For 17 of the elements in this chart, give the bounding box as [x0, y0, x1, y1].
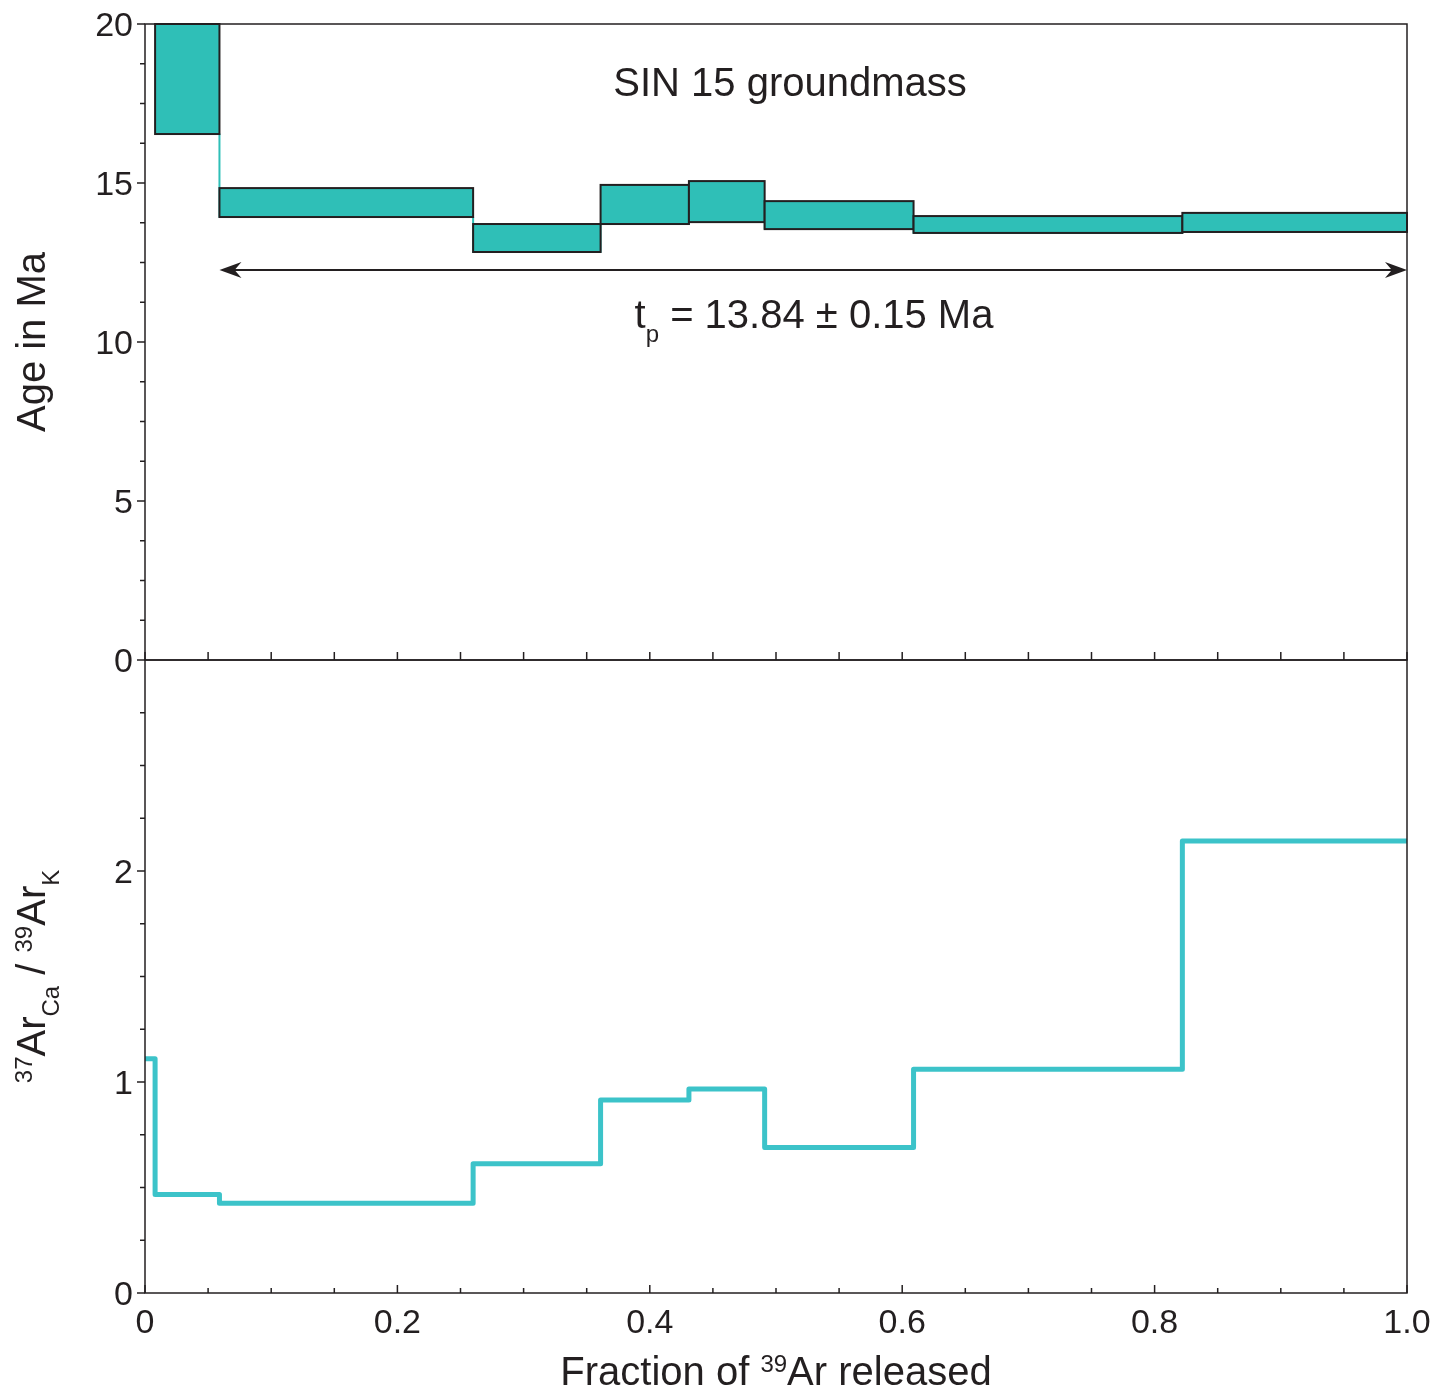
x-axis-title: Fraction of $^{39}$Ar released	[560, 1349, 992, 1393]
y-axis-title: Age in Ma	[9, 251, 53, 433]
x-tick-label: 1.0	[1383, 1302, 1431, 1340]
y-tick-label: 2	[114, 851, 133, 890]
y-tick-label: 10	[95, 322, 133, 361]
y-tick-label: 20	[95, 4, 133, 43]
x-tick-label: 0.8	[1130, 1302, 1179, 1340]
y-tick-label: 15	[95, 163, 133, 202]
x-tick-label: 0.2	[373, 1302, 422, 1340]
y-tick-label: 1	[114, 1062, 133, 1101]
y-tick-label: 5	[114, 481, 133, 520]
annotation: t$_{p}$ = 13.84 ± 0.15 Ma	[634, 292, 995, 347]
text: SIN 15 groundmass	[613, 60, 967, 104]
x-tick-label: 0.6	[878, 1302, 926, 1340]
x-tick-label: 0.4	[626, 1302, 674, 1340]
y-tick-label: 0	[114, 1273, 133, 1312]
y-tick-label: 0	[114, 640, 133, 679]
